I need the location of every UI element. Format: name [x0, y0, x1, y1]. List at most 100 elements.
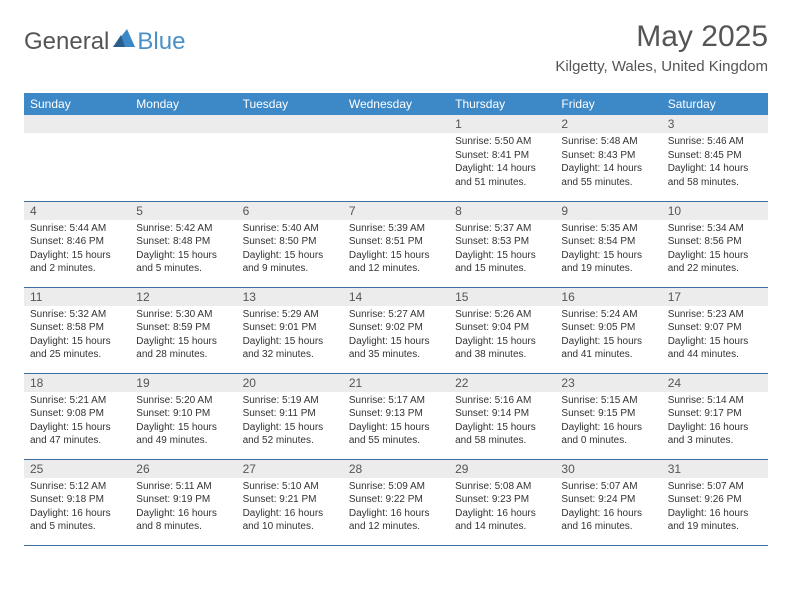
day-details: Sunrise: 5:30 AMSunset: 8:59 PMDaylight:…: [130, 306, 236, 366]
day-details: Sunrise: 5:10 AMSunset: 9:21 PMDaylight:…: [237, 478, 343, 538]
day-number: 11: [24, 288, 130, 306]
sunset-text: Sunset: 8:51 PM: [349, 235, 443, 249]
daylight-line2: and 49 minutes.: [136, 434, 230, 448]
daylight-line1: Daylight: 15 hours: [243, 335, 337, 349]
sunrise-text: Sunrise: 5:20 AM: [136, 394, 230, 408]
sunset-text: Sunset: 9:24 PM: [561, 493, 655, 507]
logo-sail-icon: [113, 29, 135, 47]
day-number: 7: [343, 202, 449, 220]
sunrise-text: Sunrise: 5:37 AM: [455, 222, 549, 236]
daylight-line1: Daylight: 16 hours: [349, 507, 443, 521]
sunset-text: Sunset: 9:14 PM: [455, 407, 549, 421]
day-details: Sunrise: 5:35 AMSunset: 8:54 PMDaylight:…: [555, 220, 661, 280]
weekday-header: Tuesday: [237, 93, 343, 115]
sunrise-text: Sunrise: 5:29 AM: [243, 308, 337, 322]
sunset-text: Sunset: 8:53 PM: [455, 235, 549, 249]
sunrise-text: Sunrise: 5:44 AM: [30, 222, 124, 236]
sunrise-text: Sunrise: 5:17 AM: [349, 394, 443, 408]
daylight-line2: and 55 minutes.: [349, 434, 443, 448]
day-details: Sunrise: 5:23 AMSunset: 9:07 PMDaylight:…: [662, 306, 768, 366]
sunrise-text: Sunrise: 5:23 AM: [668, 308, 762, 322]
daylight-line1: Daylight: 15 hours: [30, 421, 124, 435]
day-number: 28: [343, 460, 449, 478]
day-number: 4: [24, 202, 130, 220]
daylight-line2: and 12 minutes.: [349, 520, 443, 534]
day-details: Sunrise: 5:29 AMSunset: 9:01 PMDaylight:…: [237, 306, 343, 366]
sunset-text: Sunset: 8:54 PM: [561, 235, 655, 249]
calendar-day-cell: 5Sunrise: 5:42 AMSunset: 8:48 PMDaylight…: [130, 201, 236, 287]
calendar-day-cell: [24, 115, 130, 201]
title-block: May 2025 Kilgetty, Wales, United Kingdom: [555, 20, 768, 75]
sunset-text: Sunset: 8:46 PM: [30, 235, 124, 249]
daylight-line2: and 41 minutes.: [561, 348, 655, 362]
calendar-day-cell: 29Sunrise: 5:08 AMSunset: 9:23 PMDayligh…: [449, 459, 555, 545]
sunset-text: Sunset: 9:05 PM: [561, 321, 655, 335]
daylight-line1: Daylight: 15 hours: [243, 249, 337, 263]
calendar-day-cell: 14Sunrise: 5:27 AMSunset: 9:02 PMDayligh…: [343, 287, 449, 373]
daylight-line2: and 32 minutes.: [243, 348, 337, 362]
daylight-line1: Daylight: 16 hours: [561, 421, 655, 435]
sunset-text: Sunset: 9:18 PM: [30, 493, 124, 507]
day-details: Sunrise: 5:14 AMSunset: 9:17 PMDaylight:…: [662, 392, 768, 452]
day-number: 3: [662, 115, 768, 133]
sunrise-text: Sunrise: 5:50 AM: [455, 135, 549, 149]
daylight-line2: and 5 minutes.: [30, 520, 124, 534]
day-number: 25: [24, 460, 130, 478]
day-number: 20: [237, 374, 343, 392]
daylight-line2: and 55 minutes.: [561, 176, 655, 190]
calendar-day-cell: 17Sunrise: 5:23 AMSunset: 9:07 PMDayligh…: [662, 287, 768, 373]
sunset-text: Sunset: 9:19 PM: [136, 493, 230, 507]
day-details: Sunrise: 5:11 AMSunset: 9:19 PMDaylight:…: [130, 478, 236, 538]
day-number: 1: [449, 115, 555, 133]
daylight-line2: and 9 minutes.: [243, 262, 337, 276]
daylight-line1: Daylight: 14 hours: [455, 162, 549, 176]
day-details: Sunrise: 5:20 AMSunset: 9:10 PMDaylight:…: [130, 392, 236, 452]
calendar-day-cell: 10Sunrise: 5:34 AMSunset: 8:56 PMDayligh…: [662, 201, 768, 287]
sunrise-text: Sunrise: 5:07 AM: [668, 480, 762, 494]
sunset-text: Sunset: 8:41 PM: [455, 149, 549, 163]
daylight-line1: Daylight: 16 hours: [668, 507, 762, 521]
calendar-day-cell: [130, 115, 236, 201]
day-details: Sunrise: 5:17 AMSunset: 9:13 PMDaylight:…: [343, 392, 449, 452]
daylight-line1: Daylight: 15 hours: [30, 335, 124, 349]
sunrise-text: Sunrise: 5:27 AM: [349, 308, 443, 322]
weekday-header: Saturday: [662, 93, 768, 115]
sunset-text: Sunset: 9:11 PM: [243, 407, 337, 421]
day-number: 16: [555, 288, 661, 306]
day-number: 10: [662, 202, 768, 220]
day-details: Sunrise: 5:16 AMSunset: 9:14 PMDaylight:…: [449, 392, 555, 452]
daylight-line2: and 0 minutes.: [561, 434, 655, 448]
calendar-day-cell: 6Sunrise: 5:40 AMSunset: 8:50 PMDaylight…: [237, 201, 343, 287]
sunset-text: Sunset: 9:13 PM: [349, 407, 443, 421]
day-details: Sunrise: 5:32 AMSunset: 8:58 PMDaylight:…: [24, 306, 130, 366]
day-number: [130, 115, 236, 133]
sunrise-text: Sunrise: 5:08 AM: [455, 480, 549, 494]
daylight-line2: and 19 minutes.: [561, 262, 655, 276]
day-details: Sunrise: 5:39 AMSunset: 8:51 PMDaylight:…: [343, 220, 449, 280]
sunrise-text: Sunrise: 5:15 AM: [561, 394, 655, 408]
calendar-day-cell: 19Sunrise: 5:20 AMSunset: 9:10 PMDayligh…: [130, 373, 236, 459]
calendar-day-cell: 26Sunrise: 5:11 AMSunset: 9:19 PMDayligh…: [130, 459, 236, 545]
weekday-header: Monday: [130, 93, 236, 115]
daylight-line2: and 52 minutes.: [243, 434, 337, 448]
day-number: [237, 115, 343, 133]
calendar-day-cell: 16Sunrise: 5:24 AMSunset: 9:05 PMDayligh…: [555, 287, 661, 373]
sunset-text: Sunset: 9:23 PM: [455, 493, 549, 507]
day-details: Sunrise: 5:26 AMSunset: 9:04 PMDaylight:…: [449, 306, 555, 366]
header: General Blue May 2025 Kilgetty, Wales, U…: [24, 20, 768, 75]
day-details: Sunrise: 5:46 AMSunset: 8:45 PMDaylight:…: [662, 133, 768, 193]
sunrise-text: Sunrise: 5:39 AM: [349, 222, 443, 236]
sunrise-text: Sunrise: 5:21 AM: [30, 394, 124, 408]
day-details: Sunrise: 5:15 AMSunset: 9:15 PMDaylight:…: [555, 392, 661, 452]
daylight-line2: and 58 minutes.: [455, 434, 549, 448]
daylight-line1: Daylight: 15 hours: [668, 335, 762, 349]
day-number: 30: [555, 460, 661, 478]
daylight-line2: and 19 minutes.: [668, 520, 762, 534]
calendar-day-cell: 28Sunrise: 5:09 AMSunset: 9:22 PMDayligh…: [343, 459, 449, 545]
day-details: Sunrise: 5:09 AMSunset: 9:22 PMDaylight:…: [343, 478, 449, 538]
sunset-text: Sunset: 9:21 PM: [243, 493, 337, 507]
day-details: Sunrise: 5:34 AMSunset: 8:56 PMDaylight:…: [662, 220, 768, 280]
sunrise-text: Sunrise: 5:35 AM: [561, 222, 655, 236]
month-title: May 2025: [555, 20, 768, 54]
daylight-line2: and 22 minutes.: [668, 262, 762, 276]
